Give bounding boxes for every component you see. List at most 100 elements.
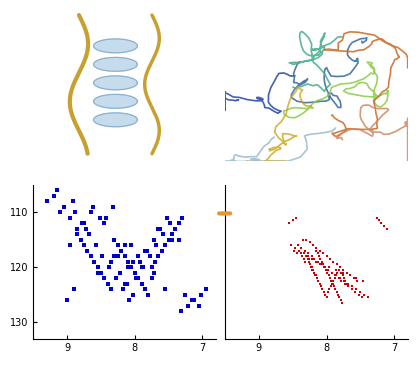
Point bbox=[377, 220, 384, 226]
Point bbox=[317, 261, 323, 267]
Point bbox=[85, 231, 92, 237]
Point bbox=[123, 280, 130, 286]
Point bbox=[96, 215, 103, 220]
Point bbox=[303, 237, 310, 243]
Point bbox=[106, 264, 112, 270]
Point bbox=[342, 278, 349, 284]
Point bbox=[144, 248, 150, 254]
Point bbox=[137, 259, 144, 265]
Point bbox=[374, 215, 381, 220]
Point bbox=[83, 226, 89, 231]
Point bbox=[325, 272, 332, 278]
Point bbox=[44, 198, 50, 204]
Point bbox=[346, 272, 353, 278]
Point bbox=[381, 223, 387, 229]
Point bbox=[72, 209, 79, 215]
Point bbox=[293, 215, 300, 220]
Point bbox=[306, 259, 312, 265]
Point bbox=[336, 294, 343, 300]
Point bbox=[57, 209, 64, 215]
Point bbox=[347, 272, 354, 278]
Point bbox=[338, 270, 345, 276]
Point bbox=[160, 231, 166, 237]
Point bbox=[335, 291, 342, 297]
Point bbox=[327, 256, 333, 262]
Point bbox=[320, 250, 327, 256]
Point bbox=[302, 248, 308, 254]
Point bbox=[341, 275, 347, 281]
Point bbox=[153, 242, 160, 248]
Point bbox=[141, 248, 148, 254]
Point bbox=[331, 283, 337, 289]
Point bbox=[315, 278, 322, 284]
Point bbox=[365, 294, 372, 300]
Point bbox=[292, 245, 299, 251]
Point bbox=[203, 286, 209, 292]
Point bbox=[176, 237, 182, 243]
Point bbox=[329, 270, 335, 276]
Point bbox=[308, 253, 315, 259]
Point bbox=[74, 226, 81, 231]
Point bbox=[317, 280, 323, 286]
Point bbox=[361, 291, 368, 297]
Point bbox=[333, 267, 339, 273]
Point bbox=[324, 267, 331, 273]
Point bbox=[311, 270, 318, 276]
Point bbox=[126, 297, 133, 303]
Point bbox=[114, 242, 121, 248]
Point bbox=[322, 264, 329, 270]
Point bbox=[179, 215, 186, 220]
Point bbox=[344, 280, 350, 286]
Point bbox=[317, 248, 323, 254]
Point bbox=[138, 280, 145, 286]
Point bbox=[60, 204, 67, 209]
Point bbox=[296, 248, 303, 254]
Point bbox=[91, 259, 97, 265]
Point bbox=[357, 289, 364, 295]
Point bbox=[320, 264, 327, 270]
Point bbox=[306, 239, 313, 245]
Point bbox=[81, 242, 87, 248]
Point bbox=[324, 289, 331, 295]
Point bbox=[108, 259, 114, 265]
Point bbox=[81, 220, 87, 226]
Point bbox=[310, 270, 317, 276]
Point bbox=[139, 264, 146, 270]
Point bbox=[308, 264, 315, 270]
Point bbox=[327, 275, 333, 281]
Point bbox=[297, 250, 304, 256]
Point bbox=[111, 237, 118, 243]
Point bbox=[162, 286, 168, 292]
Point bbox=[315, 259, 322, 265]
Point bbox=[128, 264, 135, 270]
Point bbox=[87, 253, 94, 259]
Point bbox=[300, 237, 306, 243]
Point bbox=[326, 264, 332, 270]
Point bbox=[316, 253, 322, 259]
Point bbox=[69, 198, 76, 204]
Point bbox=[333, 272, 339, 278]
Point bbox=[104, 280, 111, 286]
Point bbox=[67, 242, 74, 248]
Point bbox=[164, 215, 171, 220]
Point bbox=[54, 187, 60, 193]
Point bbox=[338, 278, 345, 284]
Point bbox=[312, 272, 318, 278]
Point bbox=[295, 242, 302, 248]
Point bbox=[358, 294, 365, 300]
Point bbox=[101, 220, 108, 226]
Point bbox=[110, 204, 116, 209]
Point bbox=[155, 253, 162, 259]
Point bbox=[145, 291, 151, 297]
Point bbox=[332, 286, 339, 292]
Point bbox=[293, 250, 300, 256]
Point bbox=[327, 283, 334, 289]
Point bbox=[335, 275, 342, 281]
Point bbox=[339, 272, 346, 278]
Point bbox=[92, 242, 99, 248]
Point bbox=[114, 253, 121, 259]
Point bbox=[74, 231, 81, 237]
Point bbox=[310, 242, 316, 248]
Point bbox=[306, 256, 312, 262]
Point bbox=[360, 278, 366, 284]
